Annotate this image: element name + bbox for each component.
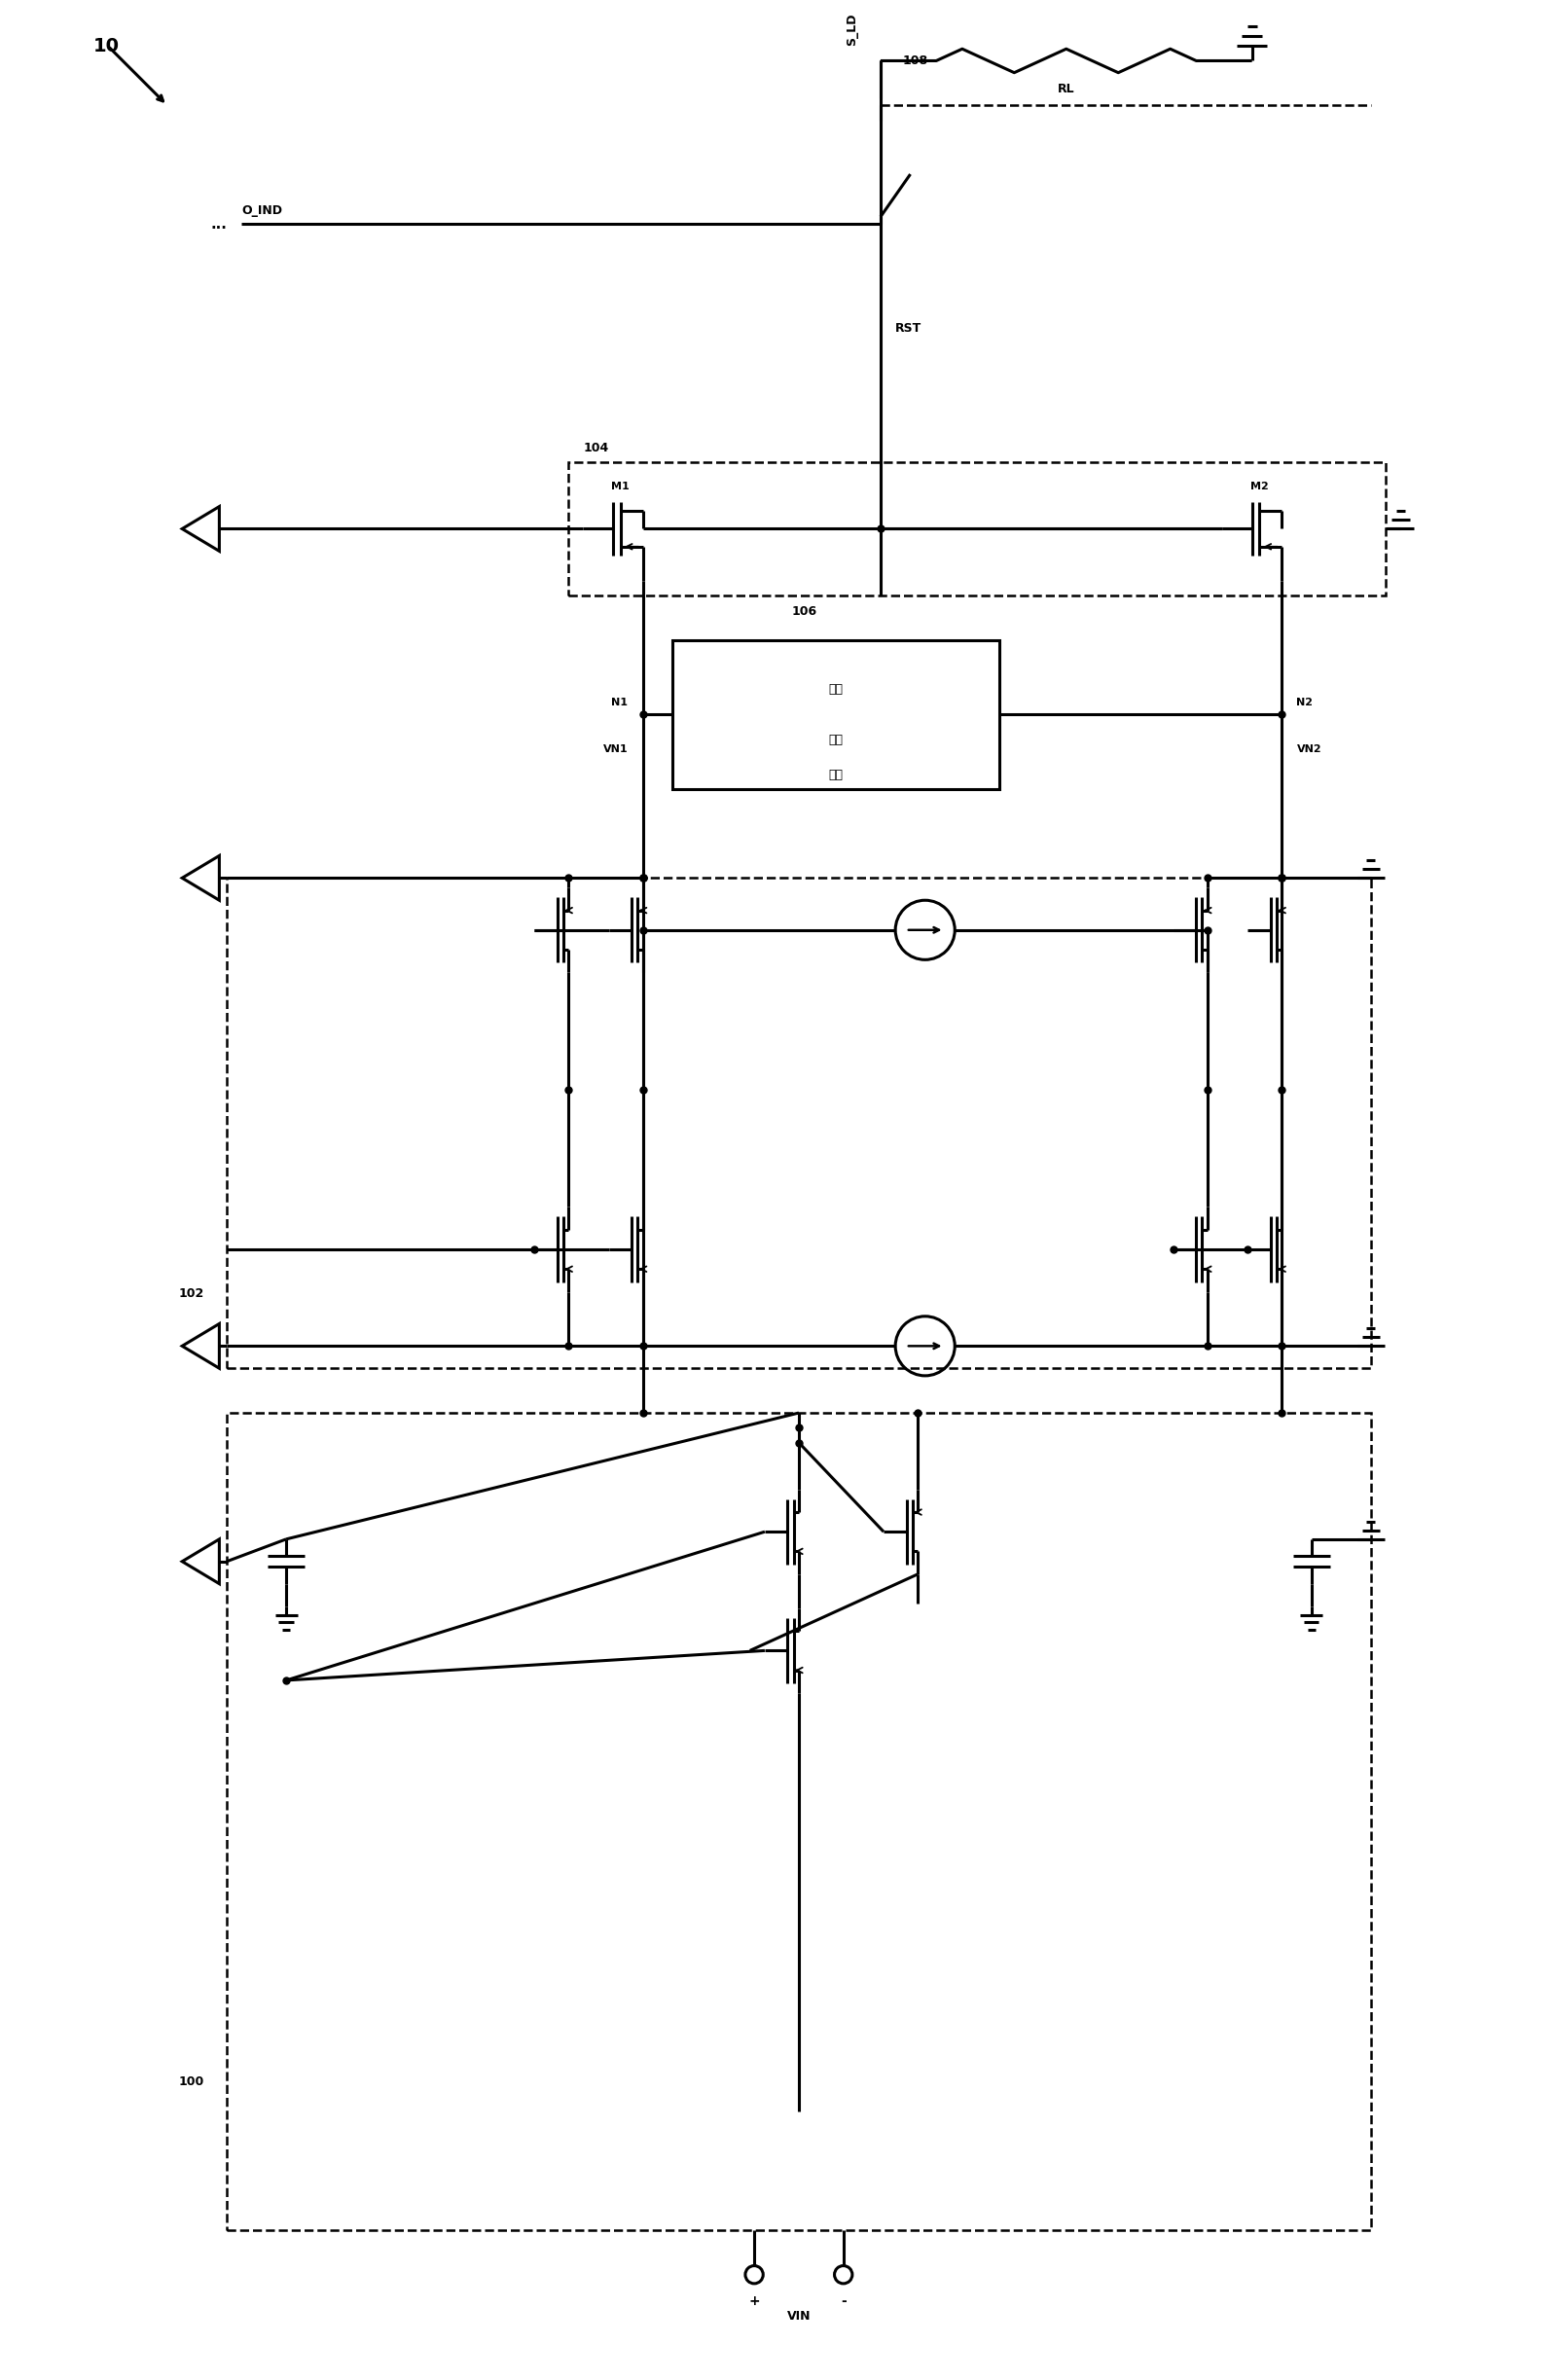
- Text: RL: RL: [1058, 83, 1075, 95]
- Text: S_LD: S_LD: [845, 14, 859, 45]
- Bar: [672, 640, 1000, 788]
- Text: VIN: VIN: [787, 2311, 811, 2323]
- Text: N1: N1: [612, 697, 627, 707]
- Text: M1: M1: [612, 481, 629, 493]
- Text: 模块: 模块: [829, 769, 843, 781]
- Text: 102: 102: [179, 1288, 205, 1299]
- Text: O_IND: O_IND: [242, 205, 283, 217]
- Text: 106: 106: [792, 605, 817, 619]
- Text: 100: 100: [179, 2075, 205, 2087]
- Text: ...: ...: [210, 217, 227, 231]
- Text: M2: M2: [1250, 481, 1269, 493]
- Text: 10: 10: [93, 36, 120, 55]
- Text: 米勒: 米勒: [829, 683, 843, 695]
- Text: +: +: [749, 2294, 759, 2309]
- Text: -: -: [840, 2294, 846, 2309]
- Bar: [227, 1414, 1371, 2230]
- Text: RST: RST: [896, 321, 922, 336]
- Bar: [568, 462, 1385, 595]
- Text: 104: 104: [584, 443, 609, 455]
- Text: N2: N2: [1297, 697, 1314, 707]
- Bar: [227, 878, 1371, 1368]
- Text: 补唇: 补唇: [829, 733, 843, 745]
- Text: 108: 108: [902, 55, 929, 67]
- Text: VN1: VN1: [603, 745, 627, 754]
- Text: VN2: VN2: [1297, 745, 1322, 754]
